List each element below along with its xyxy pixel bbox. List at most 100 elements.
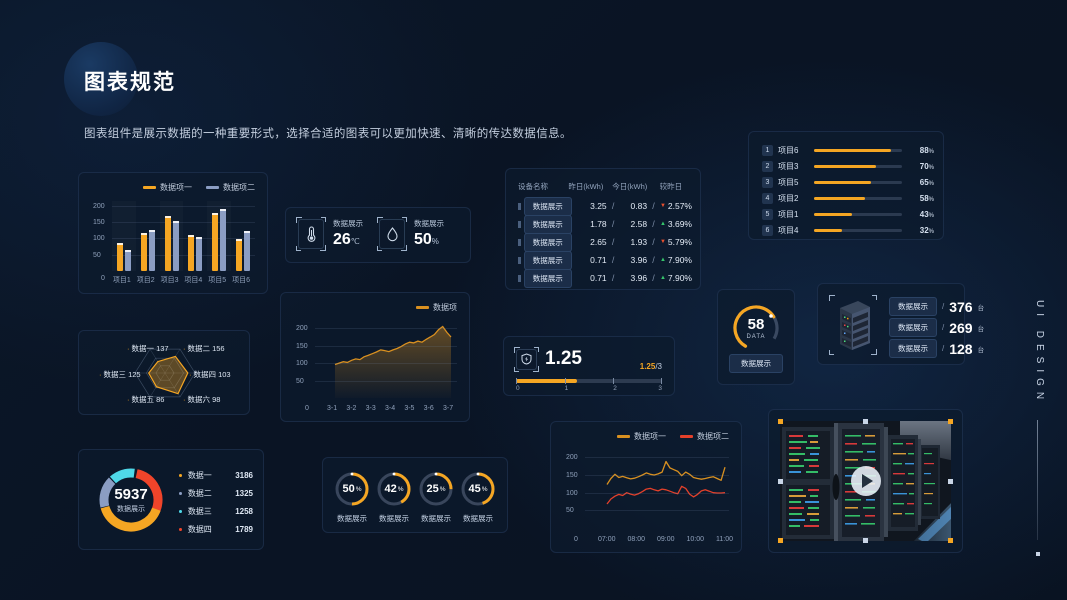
- play-button[interactable]: [850, 466, 881, 496]
- rank-label: 项目2: [778, 193, 799, 203]
- x-tick-label: 08:00: [627, 536, 646, 543]
- device-name: 数据展示: [523, 268, 572, 288]
- today-value: 3.96: [630, 255, 648, 265]
- video-frame[interactable]: [778, 419, 953, 543]
- mini-gauge-value: 25%: [426, 483, 446, 495]
- table-row[interactable]: 数据展示 0.71/3.96/▲ 7.90%: [514, 268, 696, 288]
- gauge-button[interactable]: 数据展示: [729, 354, 783, 373]
- frame-handle[interactable]: [948, 478, 953, 484]
- mini-gauge-label: 数据展示: [463, 514, 493, 523]
- progress-fill: [516, 379, 577, 383]
- legend-item: 数据项二: [206, 182, 255, 193]
- progress-track[interactable]: [516, 378, 662, 384]
- frame-handle[interactable]: [948, 419, 953, 424]
- bar-cap: [148, 229, 155, 232]
- legend-label: 数据项二: [223, 183, 255, 192]
- rank-bar-fill: [814, 228, 843, 232]
- table-row[interactable]: 数据展示 0.71/3.96/▲ 7.90%: [514, 250, 696, 270]
- server-stat-row: 数据展示/269 台: [884, 317, 984, 338]
- line-chart-plot: [585, 452, 729, 528]
- bar-cap: [188, 234, 195, 237]
- radar-axis-label: · 数据二 156: [183, 344, 225, 353]
- table-row[interactable]: 数据展示 1.78/2.58/▲ 3.69%: [514, 214, 696, 234]
- rank-percent: 43%: [919, 209, 934, 219]
- frame-handle[interactable]: [863, 419, 868, 424]
- table-row[interactable]: 数据展示 2.65/1.93/▼ 5.79%: [514, 232, 696, 252]
- ranking-row[interactable]: 1 项目6 88%: [762, 142, 934, 158]
- droplet-icon: [377, 216, 407, 251]
- x-tick-label: 07:00: [598, 536, 616, 543]
- rank-percent: 32%: [919, 225, 934, 235]
- ranking-row[interactable]: 2 项目3 70%: [762, 158, 934, 174]
- delta-cell: ▲ 7.90%: [660, 273, 692, 283]
- legend-swatch-icon: [143, 186, 156, 189]
- device-table-card: 设备名称 昨日(kWh) 今日(kWh) 较昨日 数据展示 3.25/0.83/▼…: [505, 168, 701, 290]
- bar-cap: [164, 216, 171, 219]
- gridline: [112, 238, 255, 240]
- bar-chart-card: 数据项一 数据项二 200 150 100 50 0 项目1 项目2 项目3 项目4 项目5 项目…: [78, 172, 268, 294]
- ranking-row[interactable]: 5 项目1 43%: [762, 206, 934, 222]
- server-stats-card: 数据展示/376 台数据展示/269 台数据展示/128 台: [817, 283, 984, 365]
- y-tick-label: 200: [566, 454, 578, 462]
- server-rack-icon: [829, 295, 877, 355]
- bar-cap: [116, 243, 123, 246]
- frame-handle[interactable]: [778, 478, 783, 484]
- rank-bar-fill: [814, 212, 852, 216]
- ranking-card: 1 项目6 88% 2 项目3 70% 3 项目5 65% 4 项目2 58% 5 项目1 43% 6 项目4 3…: [748, 131, 944, 240]
- yesterday-value: 0.71: [590, 273, 607, 283]
- bar-chart-legend: 数据项一 数据项二: [143, 182, 255, 193]
- rank-number: 3: [762, 176, 773, 188]
- radar-label: 数据二: [187, 344, 211, 353]
- y-tick-label: 200: [93, 202, 105, 210]
- x-tick-label: 项目3: [160, 277, 179, 284]
- progress-value-card: 1.25 1.25/3 0 1 2 3: [503, 336, 675, 396]
- server-stat-value: 269: [949, 319, 973, 336]
- donut-legend-row: 数据三 1258: [179, 502, 253, 520]
- legend-item: 数据项二: [680, 431, 729, 442]
- frame-handle[interactable]: [778, 538, 783, 543]
- ranking-row[interactable]: 3 项目5 65%: [762, 174, 934, 190]
- progress-ratio-total: /3: [655, 362, 662, 371]
- humidity-unit: %: [431, 237, 439, 246]
- side-brand-label: UI DESIGN: [1034, 300, 1045, 406]
- frame-handle[interactable]: [863, 538, 868, 543]
- line-series: [606, 460, 726, 505]
- legend-dot-icon: [179, 527, 182, 531]
- gauge-dial: 58 DATA: [730, 302, 782, 354]
- delta-value: 5.79%: [667, 237, 692, 247]
- x-tick-label: 项目6: [232, 277, 250, 284]
- yesterday-value: 2.65: [590, 237, 607, 247]
- rank-bar-track: [814, 212, 902, 216]
- x-tick-label: 项目4: [184, 277, 203, 284]
- ranking-row[interactable]: 4 项目2 58%: [762, 190, 934, 206]
- bar: [236, 239, 243, 271]
- y-tick-label: 150: [566, 471, 578, 479]
- radar-plot: [134, 348, 196, 398]
- delta-value: 7.90%: [667, 273, 692, 283]
- radar-axis-label: · 数据三 125: [99, 370, 141, 379]
- delta-value: 7.90%: [667, 255, 692, 265]
- radar-chart-plot: · 数据一 137 · 数据二 156 · 数据三 125 · 数据四 103 · 数据五 86 ·…: [79, 331, 249, 414]
- frame-handle[interactable]: [778, 419, 783, 424]
- temperature-item: 数据展示 26℃: [296, 216, 363, 251]
- delta-value: 2.57%: [667, 201, 692, 211]
- x-tick-label: 3-3: [365, 405, 376, 412]
- play-icon: [861, 474, 873, 488]
- table-body: 数据展示 3.25/0.83/▼ 2.57% 数据展示 1.78/2.58/▲ 3.69%…: [514, 196, 696, 288]
- server-stat-label: 数据展示: [889, 297, 937, 316]
- table-row[interactable]: 数据展示 3.25/0.83/▼ 2.57%: [514, 196, 696, 216]
- yesterday-value: 0.71: [590, 255, 607, 265]
- ranking-row[interactable]: 6 项目4 32%: [762, 222, 934, 238]
- humidity-item: 数据展示 50%: [377, 216, 444, 251]
- radar-label: 数据四: [193, 370, 217, 379]
- device-name: 数据展示: [523, 196, 572, 216]
- delta-value: 3.69%: [667, 219, 692, 229]
- legend-item: 数据项一: [617, 431, 666, 442]
- y-tick-label: 150: [296, 342, 308, 350]
- legend-value: 1258: [235, 506, 253, 516]
- bar: [244, 231, 251, 271]
- today-value: 3.96: [630, 273, 648, 283]
- frame-handle[interactable]: [948, 538, 953, 543]
- bar: [116, 243, 123, 271]
- donut-legend-row: 数据二 1325: [179, 484, 253, 502]
